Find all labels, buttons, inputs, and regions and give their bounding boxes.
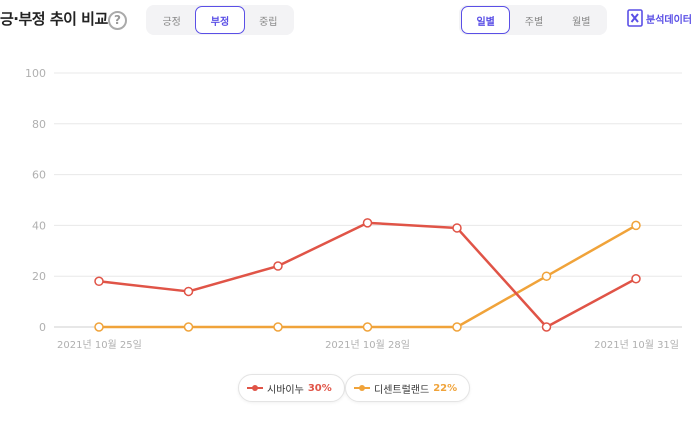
y-tick-label: 80 bbox=[32, 118, 46, 131]
y-tick-label: 60 bbox=[32, 169, 46, 182]
legend-series-share: 30% bbox=[307, 382, 332, 394]
data-point[interactable] bbox=[273, 322, 283, 332]
page-title: 긍·부정 추이 비교 bbox=[0, 10, 108, 28]
data-point[interactable] bbox=[452, 322, 462, 332]
data-point[interactable] bbox=[452, 223, 462, 233]
data-point[interactable] bbox=[631, 220, 641, 231]
data-point[interactable] bbox=[541, 322, 552, 332]
y-tick-label: 100 bbox=[25, 67, 46, 80]
data-point[interactable] bbox=[362, 218, 373, 228]
legend-series-name: 시바이누 bbox=[267, 384, 304, 396]
y-tick-label: 0 bbox=[39, 321, 46, 334]
x-tick-label: 2021년 10월 28일 bbox=[325, 339, 410, 351]
tab-daily[interactable]: 일별 bbox=[461, 6, 511, 34]
legend-series-share: 22% bbox=[433, 382, 458, 394]
tab-monthly[interactable]: 월별 bbox=[572, 16, 591, 28]
tab-negative[interactable]: 부정 bbox=[195, 6, 245, 34]
legend-marker-icon bbox=[247, 383, 263, 393]
trend-line-chart: 0 20 40 60 80 100 2021년 10월 25일 2021년 10월 28일 2… bbox=[25, 67, 682, 351]
export-data-button[interactable]: 분석데이터 bbox=[627, 9, 692, 27]
data-point[interactable] bbox=[183, 286, 194, 297]
data-point[interactable] bbox=[541, 271, 552, 281]
data-point[interactable] bbox=[362, 322, 373, 332]
help-icon[interactable]: ? bbox=[108, 11, 127, 30]
series-line bbox=[98, 221, 637, 329]
legend-marker-icon bbox=[354, 383, 370, 393]
legend-item-shiba[interactable]: 시바이누 30% bbox=[238, 374, 345, 402]
data-point[interactable] bbox=[94, 276, 104, 287]
data-point[interactable] bbox=[94, 322, 104, 332]
sentiment-tab-group: 긍정 부정 중립 bbox=[146, 5, 294, 35]
legend-item-decentraland[interactable]: 디센트럴랜드 22% bbox=[345, 374, 471, 402]
tab-weekly[interactable]: 주별 bbox=[524, 16, 544, 28]
export-label: 분석데이터 bbox=[646, 14, 692, 26]
data-point[interactable] bbox=[273, 261, 283, 271]
period-tab-group: 일별 주별 월별 bbox=[459, 5, 607, 35]
tab-neutral[interactable]: 중립 bbox=[259, 16, 278, 28]
tab-positive[interactable]: 긍정 bbox=[162, 16, 181, 28]
data-point[interactable] bbox=[183, 322, 194, 332]
y-tick-label: 40 bbox=[32, 219, 46, 232]
legend-series-name: 디센트럴랜드 bbox=[374, 384, 430, 396]
excel-icon bbox=[627, 9, 643, 27]
data-point[interactable] bbox=[631, 273, 641, 284]
x-tick-label: 2021년 10월 25일 bbox=[57, 339, 142, 351]
y-tick-label: 20 bbox=[32, 270, 46, 283]
x-tick-label: 2021년 10월 31일 bbox=[594, 339, 679, 351]
